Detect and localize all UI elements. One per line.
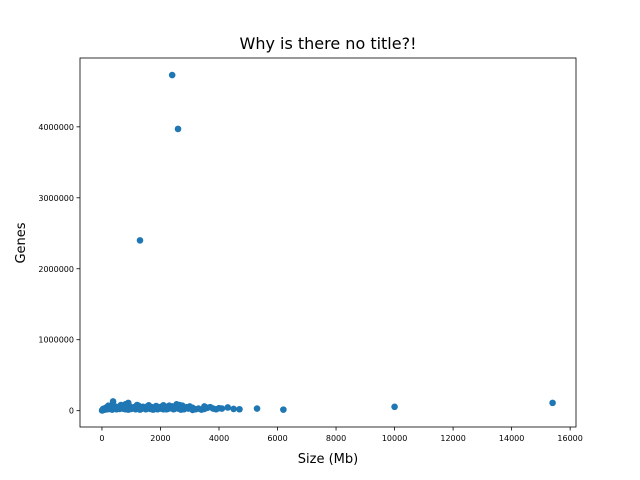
y-axis-label: Genes — [14, 222, 29, 263]
x-tick-label: 8000 — [326, 434, 346, 443]
data-point — [98, 407, 106, 414]
data-points — [98, 71, 556, 414]
data-point — [177, 406, 185, 413]
x-tick-label: 4000 — [209, 434, 229, 443]
chart-title: Why is there no title?! — [240, 34, 417, 53]
data-point — [124, 406, 132, 413]
data-point — [136, 237, 144, 244]
x-axis: 0 2000 4000 6000 8000 10000 12000 14000 16000 — [99, 427, 583, 443]
data-point — [224, 404, 232, 411]
data-point — [122, 400, 129, 408]
x-tick-label: 12000 — [440, 434, 465, 443]
data-point — [201, 403, 208, 410]
data-point — [168, 71, 176, 79]
x-tick-label: 2000 — [150, 434, 170, 443]
data-point — [391, 403, 398, 411]
plot-frame — [79, 57, 577, 428]
x-tick-label: 14000 — [499, 434, 524, 443]
x-tick-label: 0 — [99, 434, 104, 443]
data-point — [253, 405, 261, 412]
data-point — [230, 405, 237, 413]
data-point — [109, 398, 117, 405]
data-point — [116, 403, 123, 410]
y-tick-label: 1000000 — [38, 336, 74, 345]
data-point — [189, 406, 196, 414]
data-point — [145, 402, 153, 409]
y-axis: 0 1000000 2000000 3000000 4000000 — [38, 123, 80, 416]
data-point — [174, 125, 182, 133]
y-tick-label: 0 — [69, 407, 74, 416]
data-point — [280, 406, 287, 413]
x-tick-label: 6000 — [267, 434, 287, 443]
data-point — [236, 405, 243, 413]
data-point — [549, 399, 556, 407]
y-tick-label: 2000000 — [38, 265, 74, 274]
plot-area — [79, 57, 577, 428]
data-point — [136, 406, 144, 413]
y-tick-label: 4000000 — [38, 123, 74, 132]
x-axis-label: Size (Mb) — [298, 452, 358, 467]
x-tick-label: 10000 — [382, 434, 407, 443]
x-tick-label: 16000 — [557, 434, 582, 443]
y-tick-label: 3000000 — [38, 194, 74, 203]
data-point — [160, 402, 167, 409]
data-point — [154, 403, 161, 411]
